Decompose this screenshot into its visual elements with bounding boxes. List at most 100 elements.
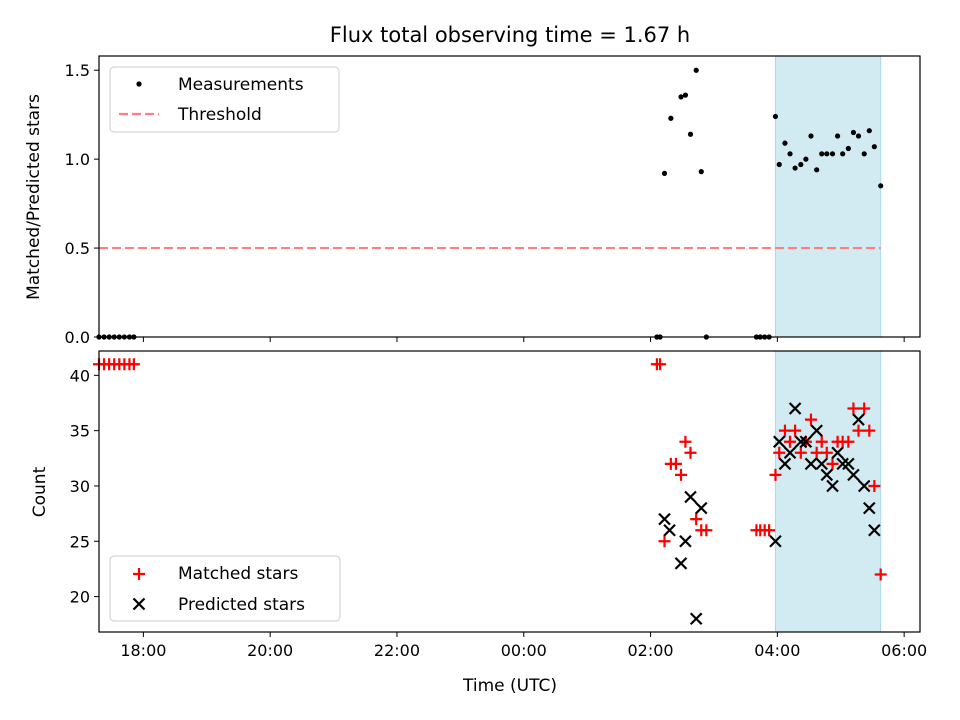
- x-tick-label: 02:00: [628, 641, 674, 660]
- matched-star-point: [674, 468, 687, 481]
- x-tick-label: 22:00: [374, 641, 420, 660]
- predicted-star-point: [852, 413, 865, 426]
- predicted-star-point: [689, 612, 703, 626]
- measurement-point: [845, 145, 851, 152]
- measurement-point: [866, 128, 872, 134]
- measurement-point: [829, 151, 836, 157]
- predicted-star-point: [769, 535, 782, 548]
- predicted-star-point: [799, 435, 813, 448]
- matched-star-point: [658, 535, 671, 548]
- matched-star-point: [669, 457, 682, 470]
- legend-label-measurements: Measurements: [178, 75, 304, 95]
- matched-star-point: [810, 446, 823, 459]
- measurement-point: [682, 92, 689, 98]
- predicted-star-point: [831, 446, 844, 460]
- top-legend: Measurements Threshold: [109, 66, 340, 133]
- y-tick-label: 0.0: [65, 328, 90, 347]
- matched-star-point: [804, 413, 817, 426]
- measurement-point: [798, 161, 804, 168]
- x-axis-label: Time (UTC): [462, 676, 557, 696]
- y-tick-label: 25: [70, 532, 90, 551]
- measurement-point: [693, 67, 699, 73]
- matched-star-point: [826, 457, 839, 470]
- measurement-point: [687, 131, 694, 137]
- legend-label-predicted: Predicted stars: [178, 595, 305, 615]
- matched-star-point: [789, 424, 802, 437]
- legend-marker-matched: [133, 568, 145, 580]
- top-axes-frame: [98, 55, 921, 338]
- measurement-point: [871, 144, 877, 150]
- shaded-span: [774, 55, 882, 338]
- predicted-star-point: [772, 435, 786, 448]
- matched-star-point: [700, 524, 713, 537]
- predicted-star-point: [815, 457, 829, 471]
- y-tick-label: 30: [70, 477, 90, 496]
- measurement-point: [787, 151, 793, 157]
- matched-star-point: [679, 435, 692, 448]
- matched-star-point: [763, 524, 776, 537]
- matched-star-point: [847, 402, 860, 415]
- predicted-star-point: [783, 446, 797, 460]
- bottom-axes-frame: [98, 350, 921, 633]
- predicted-star-point: [863, 501, 876, 515]
- measurement-point: [803, 156, 809, 162]
- measurement-point: [698, 169, 704, 175]
- x-tick-label: 18:00: [120, 641, 166, 660]
- matched-star-point: [794, 446, 807, 459]
- predicted-star-point: [658, 512, 671, 526]
- predicted-star-point: [674, 557, 688, 570]
- predicted-star-point: [847, 468, 860, 482]
- matched-star-point: [852, 424, 865, 437]
- matched-star-point: [820, 446, 833, 459]
- legend-label-threshold: Threshold: [177, 105, 262, 125]
- matched-star-point: [684, 446, 697, 459]
- matched-star-point: [773, 446, 786, 459]
- measurement-point: [834, 133, 841, 139]
- predicted-star-point: [810, 424, 823, 437]
- bottom-legend: Matched stars Predicted stars: [109, 555, 341, 622]
- y-tick-label: 1.0: [65, 150, 90, 169]
- x-tick-label: 06:00: [881, 641, 927, 660]
- measurement-point: [878, 183, 884, 189]
- chart-title: Flux total observing time = 1.67 h: [330, 23, 690, 47]
- measurement-point: [661, 170, 668, 176]
- matched-star-point: [769, 468, 782, 481]
- predicted-star-point: [868, 523, 881, 537]
- y-tick-label: 40: [70, 366, 90, 385]
- legend-label-matched: Matched stars: [178, 564, 298, 584]
- y-tick-label: 35: [70, 422, 90, 441]
- measurement-point: [819, 151, 825, 157]
- legend-marker-measurements: [136, 81, 142, 87]
- y-tick-label: 1.5: [65, 61, 90, 80]
- matched-star-point: [690, 513, 703, 526]
- predicted-star-point: [820, 468, 834, 482]
- measurement-point: [850, 129, 857, 136]
- predicted-star-point: [826, 479, 839, 493]
- matched-star-point: [863, 424, 876, 437]
- matched-star-point: [654, 358, 667, 371]
- measurement-point: [776, 161, 782, 168]
- predicted-star-point: [778, 457, 792, 471]
- legend-marker-predicted: [132, 597, 146, 611]
- predicted-star-point: [788, 402, 802, 415]
- x-tick-label: 04:00: [754, 641, 800, 660]
- x-tick-label: 00:00: [501, 641, 547, 660]
- predicted-star-point: [804, 457, 818, 471]
- bottom-y-axis-label: Count: [30, 466, 50, 517]
- matched-star-point: [815, 435, 828, 448]
- predicted-star-point: [663, 523, 676, 537]
- predicted-star-point: [836, 457, 849, 471]
- measurement-point: [678, 94, 684, 100]
- measurement-point: [792, 165, 798, 171]
- predicted-star-point: [679, 535, 692, 548]
- measurement-point: [668, 115, 674, 121]
- measurement-point: [782, 140, 788, 146]
- measurement-point: [814, 167, 820, 173]
- top-panel: 0.0 0.5 1.0 1.5 Measurements Threshold: [65, 55, 921, 347]
- predicted-star-point: [857, 479, 871, 493]
- predicted-star-point: [842, 457, 855, 471]
- legend-box: [109, 66, 340, 133]
- top-y-axis-label: Matched/Predicted stars: [24, 94, 44, 300]
- bottom-panel: 20 25 30 35 40 18:00 20:00 22:00 00:00 02:00 04:00…: [70, 350, 927, 660]
